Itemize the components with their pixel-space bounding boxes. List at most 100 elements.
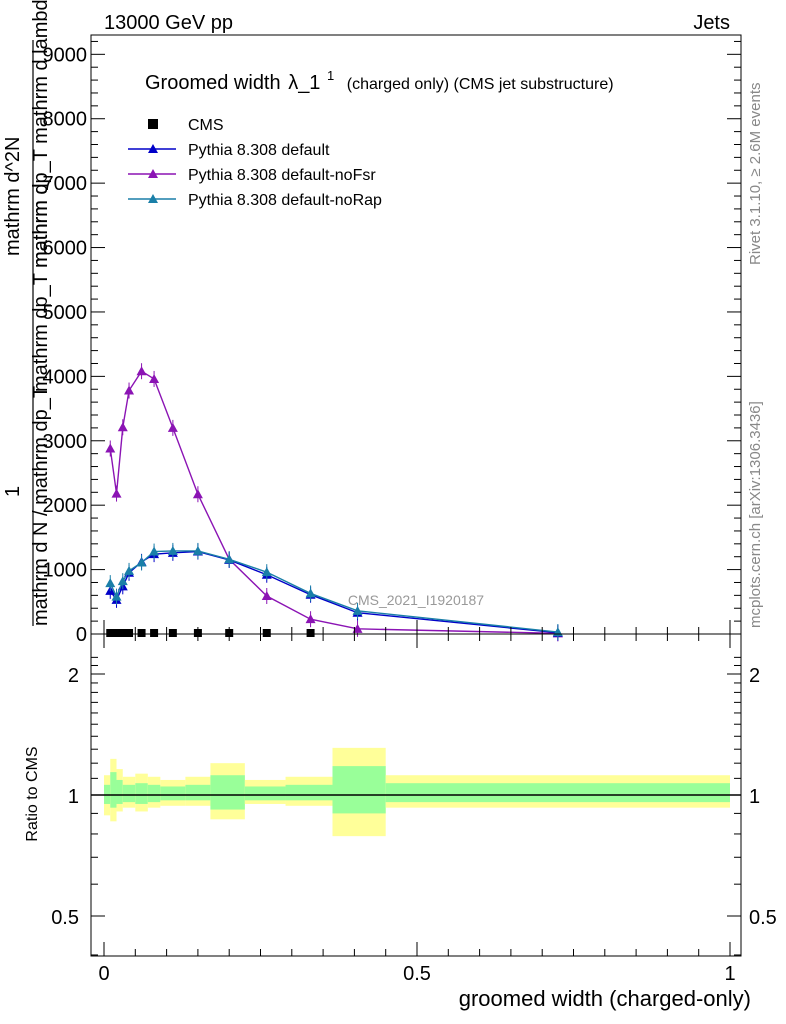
ratio-band-inner [135, 783, 148, 804]
ratio-band-inner [332, 766, 386, 814]
main-y-ticks: 0 1000 2000 3000 4000 5000 6000 7000 8000 9000 [43, 40, 741, 646]
x-tick-label: 1 [724, 963, 735, 985]
cms-data-point [112, 629, 121, 637]
legend: CMS Pythia 8.308 default Pythia 8.308 defa… [128, 117, 382, 209]
series-marker [192, 545, 203, 555]
legend-marker-triangle [148, 144, 158, 153]
ylabel-line-one: 1 [2, 486, 24, 497]
main-y-tick-label: 3000 [43, 431, 88, 453]
ratio-y-tick-label: 2 [68, 665, 79, 687]
ratio-band-inner [385, 783, 730, 803]
header-right: Jets [693, 12, 730, 34]
series-marker [305, 588, 316, 598]
series-marker [105, 578, 116, 588]
header-left: 13000 GeV pp [104, 12, 233, 34]
ylabel-line-numerator: mathrm d^2N [2, 137, 24, 256]
x-axis-label: groomed width (charged-only) [459, 986, 751, 1011]
ratio-band-inner [110, 772, 117, 808]
series-marker [124, 565, 135, 575]
legend-label: Pythia 8.308 default [188, 142, 330, 159]
ratio-y-tick-label: 1 [68, 786, 79, 808]
series-marker [192, 489, 203, 499]
ratio-band-inner [116, 779, 123, 804]
main-panel: 0 1000 2000 3000 4000 5000 6000 7000 8000 9000 CM… [2, 0, 742, 646]
ylabel-line-denominator: mathrm dp_T mathrm d lambda [30, 0, 52, 268]
main-y-tick-label: 8000 [43, 109, 88, 131]
main-y-tick-label: 0 [76, 624, 87, 646]
series-marker [105, 443, 116, 453]
rivet-label: Rivet 3.1.10, ≥ 2.6M events [747, 83, 764, 266]
ratio-y-label: Ratio to CMS [24, 746, 41, 841]
main-y-label: mathrm d^2N mathrm dp_T mathrm d lambda … [2, 0, 52, 626]
ylabel-line-inner: mathrm dp_T mathrm d [30, 183, 52, 392]
legend-marker-triangle [148, 194, 158, 203]
ratio-band-inner [185, 784, 211, 801]
series-marker [224, 554, 235, 564]
series-marker [149, 373, 160, 383]
legend-label: Pythia 8.308 default-noRap [188, 192, 382, 209]
chart-title-main: Groomed width [145, 72, 281, 94]
series-marker [352, 605, 363, 615]
cms-data-point [125, 629, 134, 637]
main-y-tick-label: 9000 [43, 44, 88, 66]
ratio-band-inner [122, 784, 136, 803]
x-ticks: 0 0.5 1 [98, 620, 736, 985]
series-marker [111, 591, 122, 601]
legend-marker-square [148, 119, 158, 129]
ratio-band-inner [160, 786, 186, 801]
series-marker [149, 546, 160, 556]
legend-label: CMS [188, 117, 224, 134]
series-marker [167, 422, 178, 432]
series-marker [352, 623, 363, 633]
ratio-band-inner [285, 784, 333, 801]
chart-title-sup: 1 [327, 68, 334, 83]
series-marker [124, 385, 135, 395]
series-marker [305, 614, 316, 624]
ratio-y-tick-label-right: 2 [749, 665, 760, 687]
legend-label: Pythia 8.308 default-noFsr [188, 167, 376, 184]
chart-title-rest: (charged only) (CMS jet substructure) [347, 76, 614, 93]
ratio-frame [90, 633, 742, 957]
main-series-group [105, 363, 563, 642]
series-marker [167, 545, 178, 555]
cms-data-point [137, 629, 146, 637]
cms-data-point [118, 629, 127, 637]
series-marker [261, 590, 272, 600]
chart-title-lambda: λ_1 [288, 72, 320, 94]
ratio-y-tick-label-right: 0.5 [749, 907, 777, 929]
series-marker [111, 488, 122, 498]
ratio-y-ticks: 0.5 0.5 1 1 2 2 [51, 656, 777, 956]
watermark: CMS_2021_I1920187 [348, 592, 484, 608]
ratio-bands [104, 747, 730, 837]
x-tick-label: 0.5 [403, 963, 431, 985]
main-y-tick-label: 4000 [43, 366, 88, 388]
mcplots-label: mcplots.cern.ch [arXiv:1306.3436] [747, 401, 764, 628]
series-marker [117, 576, 128, 586]
main-y-tick-label: 5000 [43, 302, 88, 324]
main-y-tick-label: 6000 [43, 238, 88, 260]
main-y-tick-label: 2000 [43, 495, 88, 517]
cms-data-point [262, 629, 271, 637]
series-marker [136, 557, 147, 567]
series-marker [261, 567, 272, 577]
ratio-band-inner [210, 775, 245, 810]
cms-data-point [106, 629, 115, 637]
main-y-tick-label: 1000 [43, 560, 88, 582]
ylabel-line-inner-denominator: mathrm d N / mathrm dp_T [30, 386, 52, 626]
series-line [109, 370, 558, 635]
ratio-band-inner [147, 784, 161, 803]
ratio-y-tick-label: 0.5 [51, 907, 79, 929]
ratio-panel: 0.5 0.51 12 2 0 0.5 1 Ratio to CMS groomed wi… [24, 620, 777, 1011]
cms-data-point [168, 629, 177, 637]
main-y-tick-label: 7000 [43, 173, 88, 195]
legend-marker-triangle [148, 169, 158, 178]
chart-title: Groomed width λ_1 1 (charged only) (CMS … [145, 63, 614, 94]
cms-data-point [306, 629, 315, 637]
series-marker [136, 366, 147, 376]
series-line [109, 550, 558, 634]
ratio-y-tick-label-right: 1 [749, 786, 760, 808]
series-marker [117, 422, 128, 432]
series-line [109, 550, 558, 633]
cms-data-point [150, 629, 159, 637]
